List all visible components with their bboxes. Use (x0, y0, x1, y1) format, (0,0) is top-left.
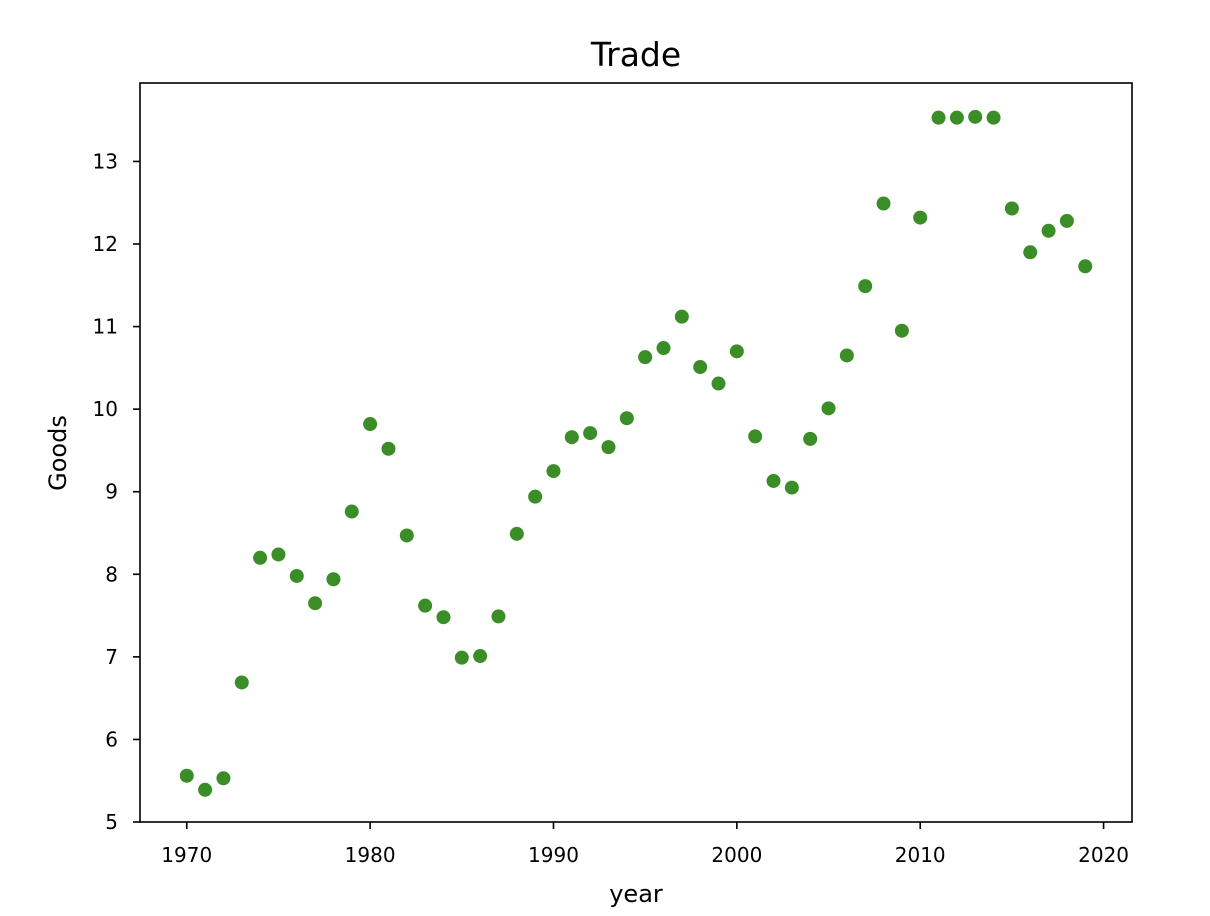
data-point (473, 649, 488, 664)
data-point (1078, 259, 1093, 274)
chart-title: Trade (590, 35, 681, 74)
y-tick-label: 6 (105, 727, 118, 751)
data-point (179, 768, 194, 783)
data-point (986, 110, 1001, 125)
data-point (528, 489, 543, 504)
data-point (1004, 201, 1019, 216)
data-point (766, 473, 781, 488)
data-point (491, 609, 506, 624)
x-tick-label: 2000 (711, 843, 762, 867)
data-point (509, 526, 524, 541)
y-tick-label: 9 (105, 480, 118, 504)
y-tick-label: 10 (93, 397, 118, 421)
y-tick-label: 7 (105, 645, 118, 669)
data-point (564, 430, 579, 445)
y-axis-label: Goods (44, 415, 72, 491)
y-tick-label: 13 (93, 149, 118, 173)
data-point (454, 650, 469, 665)
data-point (839, 348, 854, 363)
data-point (326, 572, 341, 587)
data-point (1059, 213, 1074, 228)
data-point (656, 341, 671, 356)
x-tick-label: 1970 (161, 843, 212, 867)
data-point (399, 528, 414, 543)
y-tick-label: 11 (93, 315, 118, 339)
x-axis: 1970 1980 1990 2000 2010 2020 (161, 822, 1129, 867)
data-point (803, 431, 818, 446)
data-point (913, 210, 928, 225)
y-axis: 5 6 7 8 9 10 11 12 13 (93, 149, 140, 834)
data-point (363, 417, 378, 432)
data-point (289, 568, 304, 583)
data-point (198, 782, 213, 797)
data-point (784, 480, 799, 495)
data-point (344, 504, 359, 519)
data-point (748, 429, 763, 444)
data-point (693, 360, 708, 375)
data-point (216, 771, 231, 786)
data-point (253, 550, 268, 565)
data-point (308, 596, 323, 611)
plot-frame (139, 82, 1133, 823)
data-point (418, 598, 433, 613)
data-point (638, 350, 653, 365)
data-point (876, 196, 891, 211)
data-point (968, 109, 983, 124)
y-tick-label: 12 (93, 232, 118, 256)
x-tick-label: 2010 (895, 843, 946, 867)
data-point (1023, 245, 1038, 260)
data-point (234, 675, 249, 690)
y-tick-label: 8 (105, 562, 118, 586)
data-point (583, 426, 598, 441)
data-point (619, 411, 634, 426)
x-axis-label: year (609, 880, 663, 908)
data-point (674, 309, 689, 324)
data-point (931, 110, 946, 125)
x-tick-label: 1980 (345, 843, 396, 867)
data-point (894, 323, 909, 338)
data-point (858, 279, 873, 294)
data-point (711, 376, 726, 391)
data-point (1041, 223, 1056, 238)
data-point (381, 441, 396, 456)
data-point (436, 610, 451, 625)
data-points (179, 109, 1093, 797)
y-tick-label: 5 (105, 810, 118, 834)
data-point (729, 344, 744, 359)
data-point (821, 401, 836, 416)
data-point (271, 547, 286, 562)
x-tick-label: 1990 (528, 843, 579, 867)
data-point (546, 464, 561, 479)
data-point (601, 440, 616, 455)
data-point (949, 110, 964, 125)
x-tick-label: 2020 (1078, 843, 1129, 867)
